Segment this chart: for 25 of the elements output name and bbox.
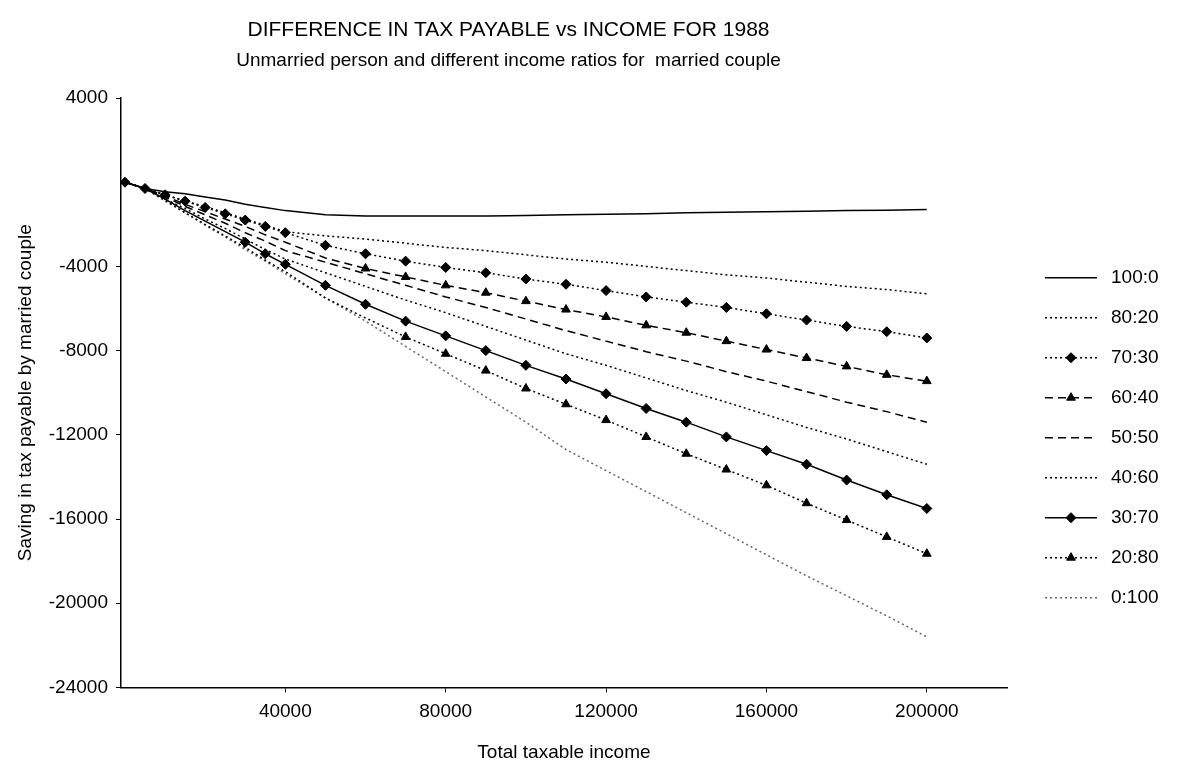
y-tick-label: -12000 (48, 423, 108, 445)
legend-label: 50:50 (1111, 425, 1159, 447)
x-tick-label: 120000 (574, 700, 638, 722)
legend-label: 60:40 (1111, 385, 1159, 407)
legend-label: 0:100 (1111, 585, 1159, 607)
y-tick-label: -8000 (59, 338, 108, 360)
x-tick-label: 80000 (419, 700, 473, 722)
x-tick-label: 160000 (734, 700, 799, 722)
legend-label: 70:30 (1111, 345, 1159, 367)
y-tick-label: -4000 (59, 254, 108, 276)
y-tick-label: -20000 (48, 591, 108, 613)
y-tick-label: -24000 (48, 675, 108, 697)
x-axis-title: Total taxable income (477, 740, 651, 762)
legend-label: 30:70 (1111, 505, 1159, 527)
y-tick-label: -16000 (48, 507, 108, 529)
legend-label: 80:20 (1111, 305, 1159, 327)
chart-title: DIFFERENCE IN TAX PAYABLE vs INCOME FOR 1988 (247, 17, 770, 41)
y-tick-label: 4000 (65, 86, 108, 108)
x-tick-label: 200000 (895, 700, 959, 722)
chart-subtitle: Unmarried person and different income ratios for married couple (236, 48, 781, 70)
y-axis-title: Saving in tax payable by married couple (13, 224, 35, 562)
legend-label: 20:80 (1111, 545, 1159, 567)
x-tick-label: 40000 (258, 700, 312, 722)
legend-label: 40:60 (1111, 465, 1159, 487)
legend-label: 100:0 (1111, 265, 1159, 287)
